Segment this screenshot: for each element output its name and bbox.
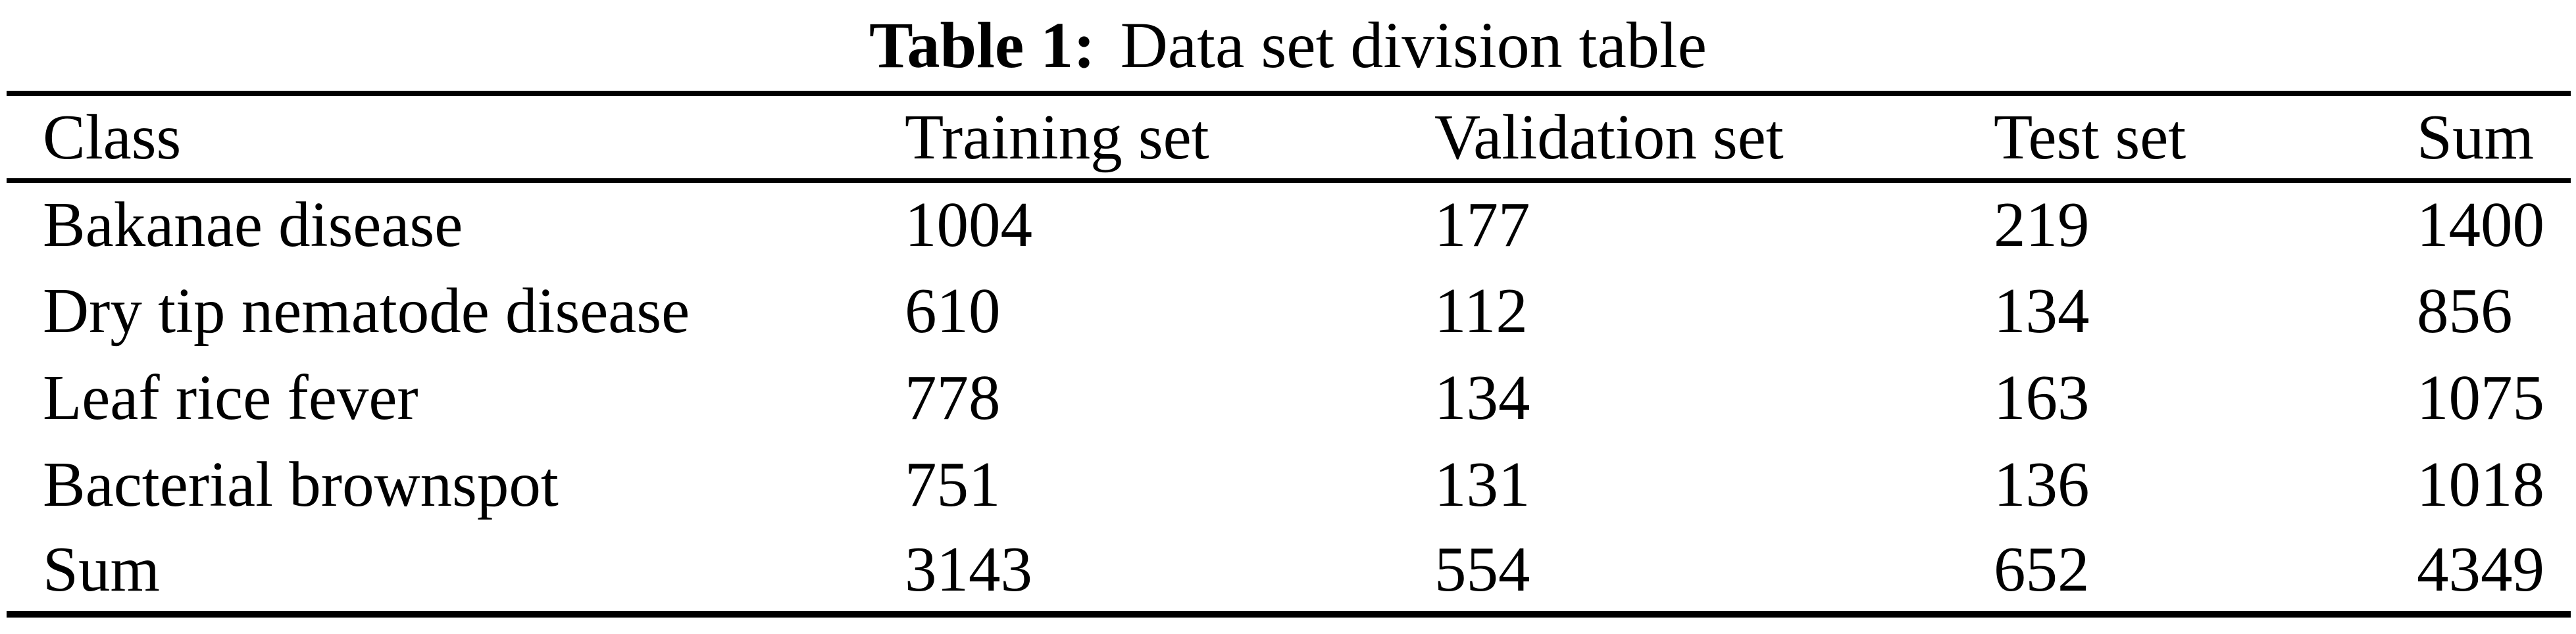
- table-caption: Table 1: Data set division table: [0, 0, 2576, 91]
- cell-validation: 554: [1434, 534, 1530, 604]
- cell-class: Sum: [43, 534, 160, 604]
- cell-sum: 856: [2417, 275, 2513, 346]
- dataset-division-table: Class Training set Validation set Test s…: [7, 91, 2571, 618]
- cell-sum: 1075: [2417, 362, 2544, 433]
- table-row: Bacterial brownspot 751 131 136 1018: [7, 441, 2571, 527]
- table-row: Leaf rice fever 778 134 163 1075: [7, 354, 2571, 441]
- cell-training: 1004: [905, 189, 1032, 260]
- cell-class: Bacterial brownspot: [43, 449, 559, 520]
- header-cell-training-set: Training set: [905, 101, 1209, 172]
- cell-class: Bakanae disease: [43, 189, 463, 260]
- header-cell-test-set: Test set: [1994, 101, 2186, 172]
- table-row: Dry tip nematode disease 610 112 134 856: [7, 267, 2571, 354]
- cell-training: 778: [905, 362, 1001, 433]
- cell-sum: 4349: [2417, 534, 2544, 604]
- cell-validation: 112: [1434, 275, 1528, 346]
- cell-training: 3143: [905, 534, 1032, 604]
- header-row: Class Training set Validation set Test s…: [7, 93, 2571, 180]
- cell-sum: 1018: [2417, 449, 2544, 520]
- table-row-sum: Sum 3143 554 652 4349: [7, 527, 2571, 614]
- cell-class: Dry tip nematode disease: [43, 275, 690, 346]
- cell-validation: 177: [1434, 189, 1530, 260]
- table-row: Bakanae disease 1004 177 219 1400: [7, 180, 2571, 267]
- cell-training: 751: [905, 449, 1001, 520]
- table-caption-label: Table 1:: [869, 9, 1096, 82]
- cell-training: 610: [905, 275, 1001, 346]
- cell-test: 136: [1994, 449, 2090, 520]
- cell-validation: 131: [1434, 449, 1530, 520]
- cell-test: 134: [1994, 275, 2090, 346]
- cell-test: 652: [1994, 534, 2090, 604]
- cell-test: 219: [1994, 189, 2090, 260]
- header-cell-validation-set: Validation set: [1434, 101, 1784, 172]
- header-cell-class: Class: [43, 101, 182, 172]
- table-caption-title: Data set division table: [1120, 9, 1707, 82]
- cell-class: Leaf rice fever: [43, 362, 418, 433]
- cell-validation: 134: [1434, 362, 1530, 433]
- header-cell-sum: Sum: [2417, 101, 2534, 172]
- cell-sum: 1400: [2417, 189, 2544, 260]
- cell-test: 163: [1994, 362, 2090, 433]
